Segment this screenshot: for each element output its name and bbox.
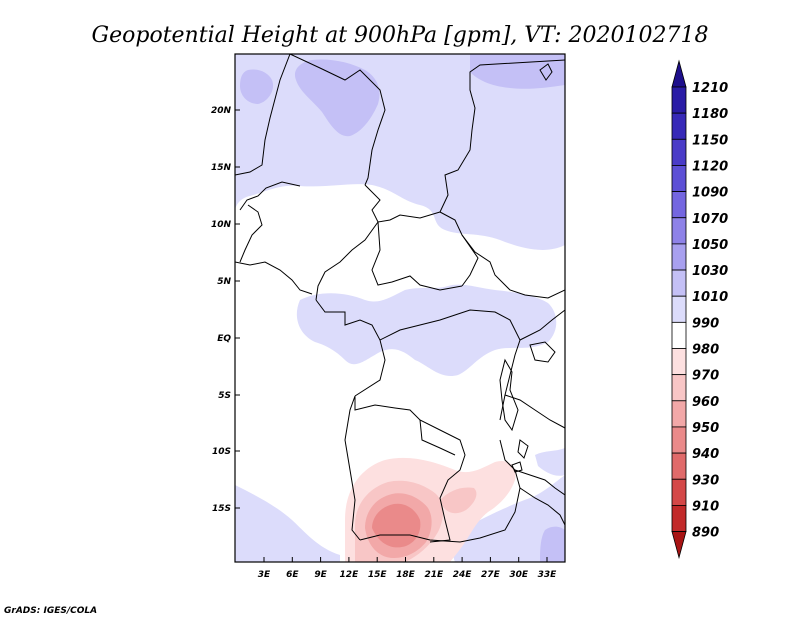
colorbar-swatch	[671, 295, 687, 323]
longitude-axis: 3E 6E 9E 12E 15E 18E 21E 24E 27E 30E 33E	[258, 557, 557, 580]
lon-tick-label: 3E	[258, 570, 271, 580]
lon-tick-label: 15E	[368, 570, 388, 580]
lon-tick-label: 33E	[538, 570, 558, 580]
colorbar-level-label: 1010	[692, 290, 728, 305]
colorbar-swatch	[671, 217, 687, 245]
lon-tick-label: 6E	[286, 570, 299, 580]
colorbar-swatch	[671, 400, 687, 428]
country-borders	[235, 54, 565, 543]
lon-tick-label: 12E	[340, 570, 360, 580]
lon-tick-label: 9E	[314, 570, 327, 580]
lat-tick-label: 20N	[211, 106, 232, 116]
colorbar-level-label: 1120	[692, 159, 728, 174]
colorbar-swatch	[671, 504, 687, 532]
colorbar-level-label: 890	[692, 526, 719, 541]
lat-tick-label: 15N	[211, 163, 232, 173]
colorbar-swatch	[671, 269, 687, 297]
colorbar-level-label: 990	[692, 316, 719, 331]
colorbar-swatch	[671, 426, 687, 454]
lat-tick-label: 10S	[212, 447, 231, 457]
colorbar-level-label: 1150	[692, 133, 728, 148]
colorbar-swatch	[671, 138, 687, 166]
colorbar-level-label: 1050	[692, 238, 728, 253]
colorbar-level-label: 1090	[692, 186, 728, 201]
figure-title: Geopotential Height at 900hPa [gpm], VT:…	[92, 23, 709, 48]
lat-tick-label: 5N	[217, 277, 231, 287]
colorbar-top-arrow	[671, 59, 687, 88]
colorbar-swatch	[671, 348, 687, 376]
colorbar-level-label: 950	[692, 421, 719, 436]
lon-tick-label: 30E	[509, 570, 529, 580]
lat-tick-label: 15S	[212, 504, 231, 514]
colorbar-level-label: 1030	[692, 264, 728, 279]
map-frame	[234, 53, 566, 563]
colorbar-swatch	[671, 112, 687, 140]
lon-tick-label: 21E	[424, 570, 444, 580]
latitude-axis: 20N 15N 10N 5N EQ 5S 10S 15S	[211, 106, 240, 514]
colorbar-swatch	[671, 374, 687, 402]
lat-tick-label: 5S	[218, 391, 231, 401]
footer-credit: GrADS: IGES/COLA	[4, 606, 97, 616]
lat-tick-label: 10N	[211, 220, 232, 230]
colorbar-level-label: 1210	[692, 81, 728, 96]
colorbar-swatch	[671, 452, 687, 480]
colorbar-swatch	[671, 321, 687, 349]
colorbar: 1210 1180 1150 1120 1090 1070 1050 1030 1010 990 9…	[671, 59, 728, 560]
colorbar-swatch	[671, 165, 687, 192]
lon-tick-label: 24E	[453, 570, 473, 580]
colorbar-swatch	[671, 243, 687, 271]
map-panel: 20N 15N 10N 5N EQ 5S 10S 15S 3E 6E 9E 12E 15E 18E 21E…	[211, 53, 566, 580]
colorbar-swatch	[671, 478, 687, 506]
height-contour-fill	[235, 54, 565, 562]
lat-tick-label: EQ	[217, 334, 231, 344]
colorbar-level-label: 970	[692, 369, 719, 384]
colorbar-swatch	[671, 191, 687, 219]
colorbar-level-label: 980	[692, 343, 719, 358]
colorbar-level-label: 910	[692, 499, 719, 514]
colorbar-level-label: 940	[692, 447, 719, 462]
colorbar-level-label: 1180	[692, 107, 728, 122]
colorbar-level-label: 930	[692, 473, 719, 488]
lon-tick-label: 18E	[396, 570, 416, 580]
colorbar-swatch	[671, 86, 687, 114]
colorbar-level-label: 1070	[692, 212, 728, 227]
colorbar-bottom-arrow	[671, 531, 687, 560]
lon-tick-label: 27E	[481, 570, 501, 580]
colorbar-level-label: 960	[692, 395, 719, 410]
